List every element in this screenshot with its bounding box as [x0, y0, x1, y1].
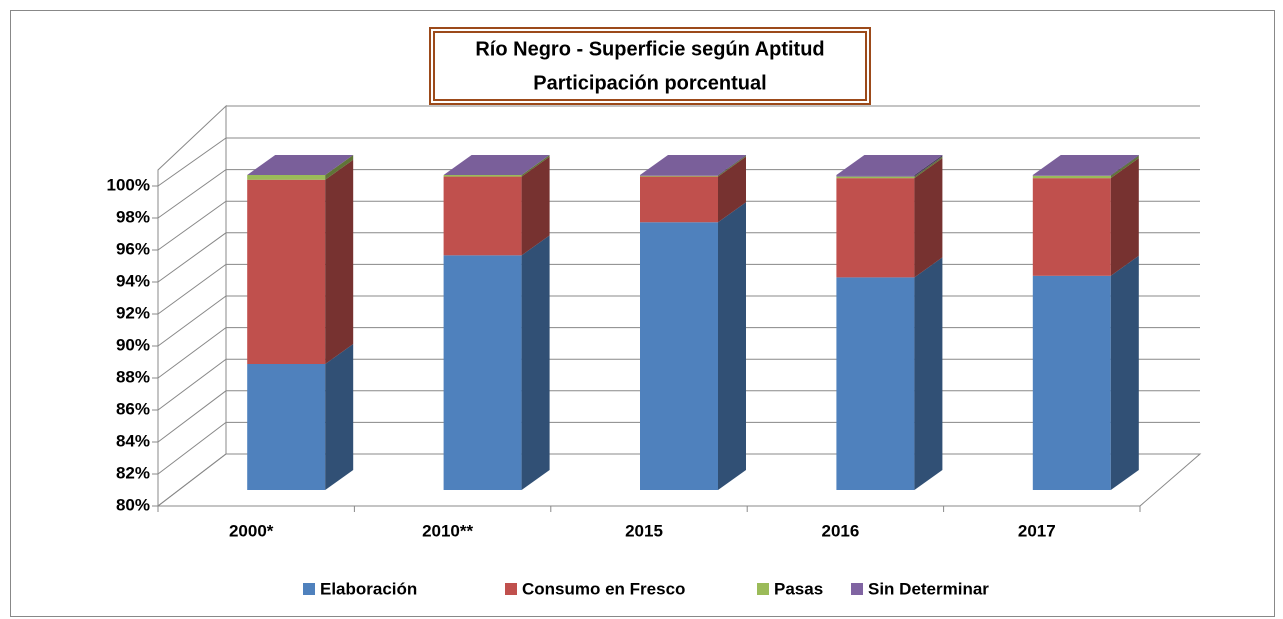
bar-segment: [640, 175, 718, 176]
bar-top: [1032, 155, 1139, 175]
bar-segment: [1032, 175, 1111, 176]
y-tick-label: 98%: [116, 207, 150, 226]
legend-swatch: [757, 583, 769, 595]
bar-side: [718, 155, 746, 176]
y-tick-label: 82%: [116, 463, 150, 482]
bar-side: [718, 202, 746, 490]
bar-segment: [443, 176, 522, 256]
bar-side: [1110, 155, 1139, 179]
bar-top: [443, 155, 550, 175]
bar-side: [914, 155, 943, 177]
y-tick-label: 84%: [116, 431, 150, 450]
y-tick-label: 90%: [116, 335, 150, 354]
bar-segment: [836, 175, 915, 177]
legend-label: Pasas: [774, 579, 823, 598]
bar-side: [521, 235, 550, 490]
legend-swatch: [505, 583, 517, 595]
bar-segment: [443, 175, 522, 177]
x-tick-label: 2016: [821, 521, 859, 540]
bar-side: [718, 155, 746, 177]
bar-segment: [443, 255, 522, 490]
chart-subtitle: Participación porcentual: [533, 72, 766, 94]
bar-side: [325, 155, 354, 180]
x-tick-label: 2017: [1018, 521, 1056, 540]
title-box: [429, 27, 871, 105]
bar-side: [718, 156, 746, 223]
bar-segment: [640, 222, 718, 490]
y-tick-label: 80%: [116, 495, 150, 514]
bar-segment: [1032, 175, 1111, 179]
bar-segment: [247, 364, 326, 490]
y-tick-label: 92%: [116, 303, 150, 322]
legend-label: Consumo en Fresco: [522, 579, 685, 598]
bar-side: [914, 257, 943, 490]
y-tick-label: 94%: [116, 271, 150, 290]
bar-segment: [1032, 275, 1111, 490]
legend-label: Sin Determinar: [868, 579, 989, 598]
y-tick-label: 88%: [116, 367, 150, 386]
bar-segment: [247, 175, 326, 180]
x-tick-label: 2015: [625, 521, 663, 540]
grid-line: [157, 137, 1200, 187]
bar-segment: [640, 175, 718, 177]
bar-side: [1110, 155, 1139, 176]
bar-segment: [836, 277, 915, 490]
bar-side: [521, 156, 550, 256]
legend-swatch: [303, 583, 315, 595]
bar-side: [325, 159, 354, 364]
y-tick-label: 100%: [107, 175, 150, 194]
x-tick-label: 2010**: [422, 521, 473, 540]
y-tick-label: 86%: [116, 399, 150, 418]
bar-segment: [640, 176, 718, 223]
bar-segment: [836, 178, 915, 278]
bar-side: [914, 158, 943, 278]
bar-top: [836, 155, 943, 175]
bar-segment: [1032, 178, 1111, 276]
bar-side: [521, 155, 550, 177]
bar-side: [914, 156, 943, 179]
x-tick-label: 2000*: [229, 521, 274, 540]
bar-side: [1110, 158, 1139, 276]
bar-top: [640, 155, 746, 175]
bar-side: [1110, 255, 1139, 490]
legend-label: Elaboración: [320, 579, 417, 598]
title-box-inner: [433, 31, 867, 101]
legend-swatch: [851, 583, 863, 595]
chart-title: Río Negro - Superficie según Aptitud: [475, 38, 824, 60]
bar-side: [325, 344, 354, 490]
bar-segment: [836, 176, 915, 179]
bar-segment: [247, 179, 326, 364]
bar-top: [247, 155, 354, 175]
y-tick-label: 96%: [116, 239, 150, 258]
